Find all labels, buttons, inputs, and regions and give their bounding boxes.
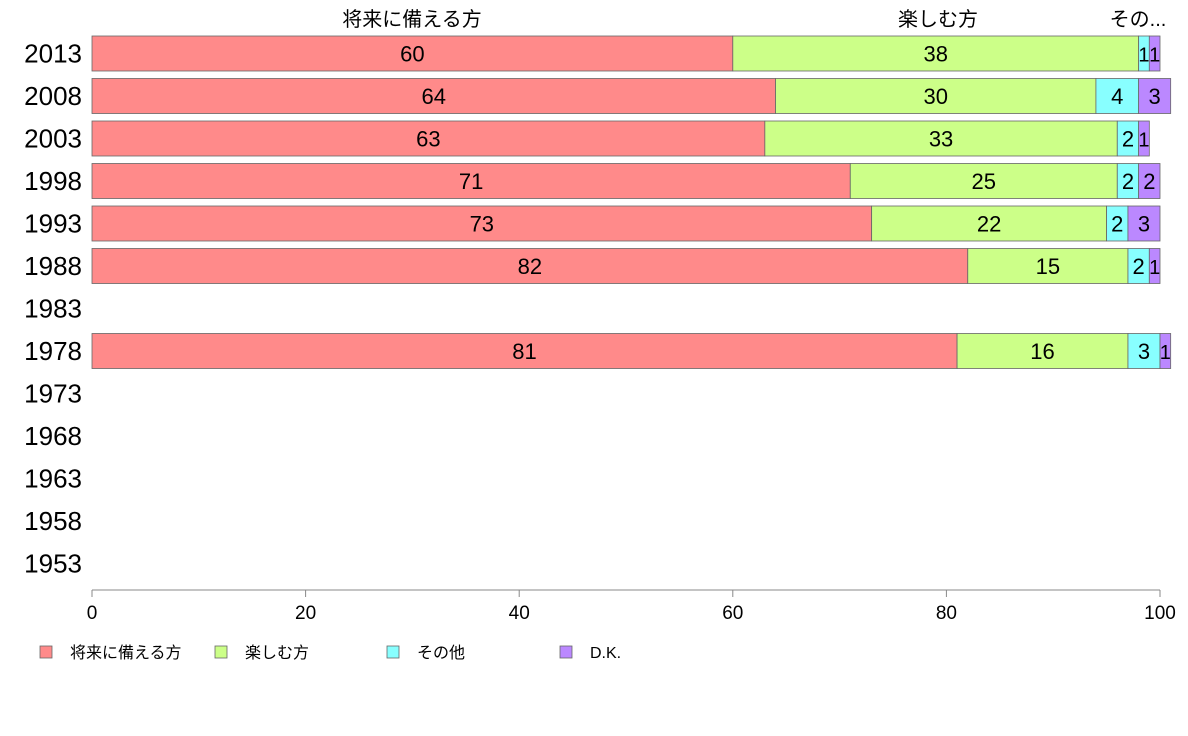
data-label: 82 [518,254,542,279]
bar-segment [91,78,776,114]
data-label: 64 [422,84,446,109]
data-label: 2 [1111,212,1123,237]
category-label: 1963 [24,464,82,494]
legend-label: D.K. [590,645,621,662]
bar-segment [1138,163,1161,199]
category-label: 1983 [24,294,82,324]
x-tick-label: 60 [722,603,743,624]
bar-segment [91,333,958,369]
data-label: 1 [1149,45,1160,67]
category-label: 1988 [24,251,82,281]
data-label: 1 [1149,257,1160,279]
data-label: 2 [1133,254,1145,279]
bar-segment [732,35,1140,72]
data-label: 1 [1160,342,1171,364]
data-label: 73 [470,212,494,237]
legend-label: 楽しむ方 [245,644,309,662]
bar-segment [91,163,851,199]
data-label: 63 [416,127,440,152]
top-series-label: その... [1110,9,1167,31]
data-label: 3 [1138,212,1150,237]
top-series-label: 将来に備える方 [342,8,481,31]
bar-segment [967,248,1129,284]
x-tick-label: 20 [295,603,316,624]
bar-segment [1159,333,1172,369]
data-label: 60 [400,42,424,67]
data-label: 71 [459,169,483,194]
data-label: 81 [512,339,536,364]
category-label: 2008 [24,81,82,111]
bar-segment [1148,35,1161,72]
data-label: 33 [929,127,953,152]
category-label: 1978 [24,336,82,366]
x-tick-label: 0 [87,603,98,624]
bar-segment [91,205,873,242]
legend-label: その他 [417,644,465,662]
bar-segment [956,333,1129,369]
data-label: 15 [1036,254,1060,279]
category-label: 2013 [24,39,82,69]
legend-swatch [214,645,228,659]
bar-segment [91,35,734,72]
category-label: 1993 [24,209,82,239]
x-tick-label: 80 [936,603,957,624]
bar-segment [1148,248,1161,284]
category-label: 2003 [24,124,82,154]
category-label: 1953 [24,549,82,579]
data-label: 2 [1143,169,1155,194]
category-label: 1998 [24,166,82,196]
data-label: 2 [1122,127,1134,152]
category-label: 1968 [24,421,82,451]
legend-label: 将来に備える方 [70,644,182,662]
category-label: 1973 [24,379,82,409]
bar-segment [1127,333,1161,369]
top-series-label: 楽しむ方 [898,8,978,31]
data-label: 16 [1030,339,1054,364]
data-label: 1 [1138,130,1149,152]
category-label: 1958 [24,506,82,536]
data-label: 30 [923,84,947,109]
data-label: 22 [977,212,1001,237]
data-label: 3 [1138,339,1150,364]
data-label: 2 [1122,169,1134,194]
bar-segment [91,120,766,157]
bar-segment [1095,78,1140,114]
legend-swatch [39,645,53,659]
data-label: 4 [1111,84,1123,109]
bar-segment [764,120,1118,157]
legend-swatch [559,645,573,659]
data-label: 1 [1138,45,1149,67]
data-label: 38 [923,42,947,67]
bar-segment [1127,205,1161,242]
bar-segment [871,205,1108,242]
x-tick-label: 40 [509,603,530,624]
legend-swatch [386,645,400,659]
bar-segment [1138,78,1172,114]
x-tick-label: 100 [1144,603,1176,624]
bar-segment [775,78,1097,114]
data-label: 25 [972,169,996,194]
data-label: 3 [1149,84,1161,109]
bar-segment [1138,120,1150,157]
